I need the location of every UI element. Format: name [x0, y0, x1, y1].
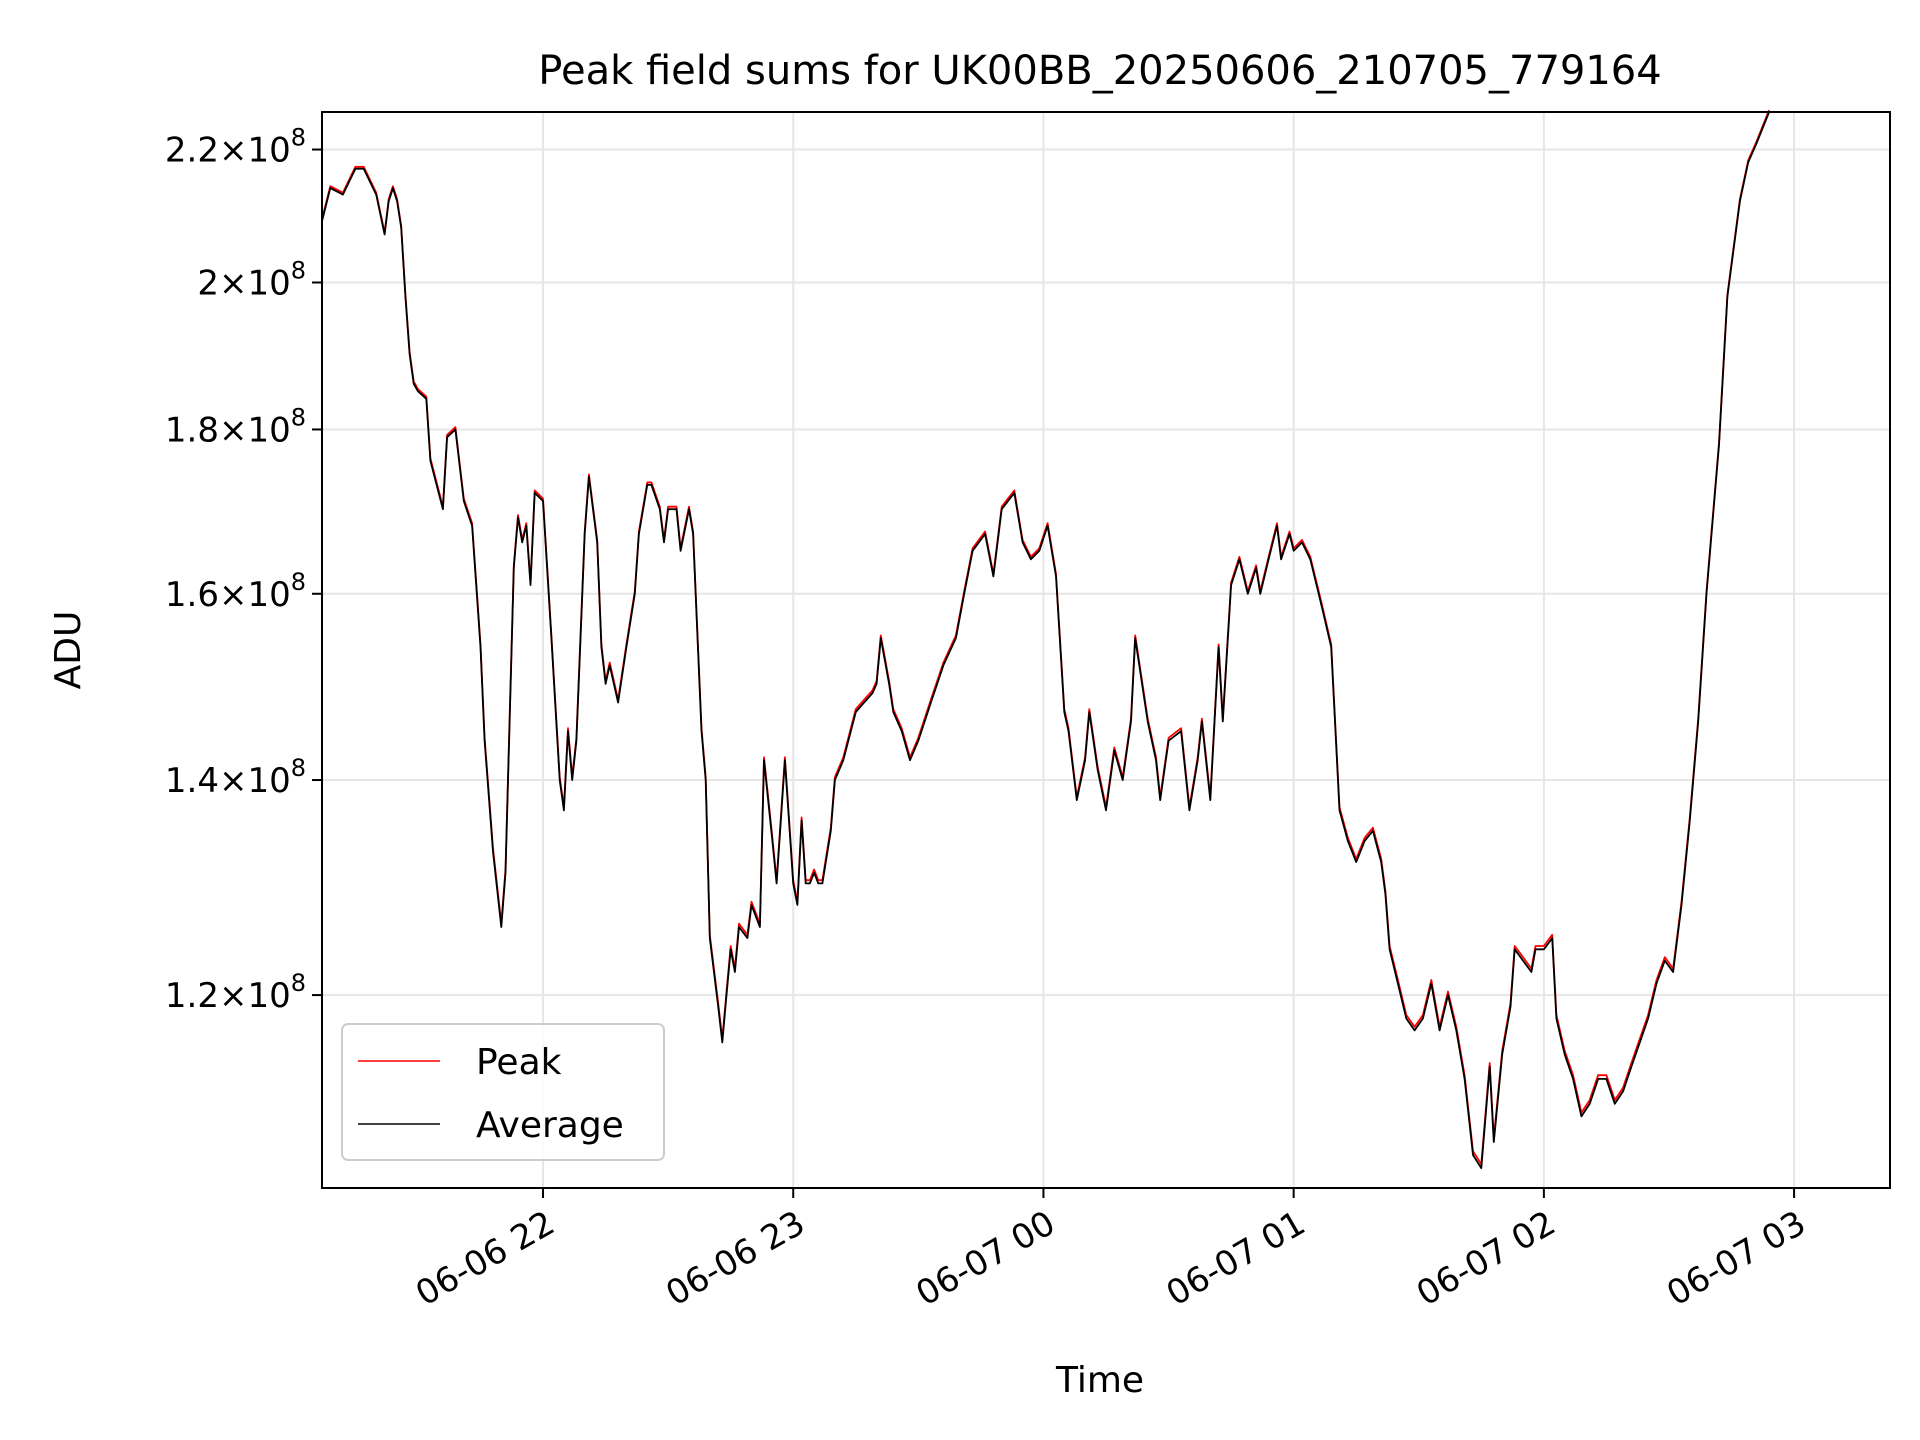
- legend-label-average: Average: [476, 1105, 624, 1146]
- legend-box: [341, 1023, 665, 1161]
- y-tick-base: ×10: [219, 575, 291, 615]
- y-tick-mantissa: 1.6: [165, 575, 219, 615]
- y-tick-base: ×10: [219, 410, 291, 450]
- y-tick-mantissa: 2.2: [165, 131, 219, 171]
- y-tick-label: 1.8×108: [165, 403, 306, 450]
- y-tick-exponent: 8: [291, 969, 306, 997]
- y-tick-mantissa: 1.4: [165, 761, 219, 801]
- legend: Peak Average: [341, 1023, 665, 1161]
- y-tick-base: ×10: [219, 976, 291, 1016]
- y-tick-mantissa: 1.2: [165, 976, 219, 1016]
- y-tick-label: 1.4×108: [165, 754, 306, 801]
- y-tick-label: 1.6×108: [165, 568, 306, 615]
- grid-layer: [322, 112, 1890, 1188]
- y-tick-base: ×10: [219, 761, 291, 801]
- legend-label-peak: Peak: [476, 1042, 562, 1083]
- y-tick-label: 1.2×108: [165, 969, 306, 1016]
- y-tick-base: ×10: [219, 263, 291, 303]
- y-tick-mantissa: 1.8: [165, 410, 219, 450]
- y-tick-exponent: 8: [291, 568, 306, 596]
- y-tick-label: 2×108: [197, 256, 306, 303]
- series-layer: [321, 109, 1770, 1169]
- y-tick-mantissa: 2: [197, 263, 219, 303]
- y-tick-exponent: 8: [291, 403, 306, 431]
- y-tick-exponent: 8: [291, 256, 306, 284]
- y-axis-label: ADU: [48, 611, 89, 690]
- plot-area-frame: [321, 111, 1891, 1189]
- y-tick-label: 2.2×108: [165, 124, 306, 171]
- series-line-average: [321, 111, 1770, 1169]
- y-tick-base: ×10: [219, 131, 291, 171]
- y-tick-exponent: 8: [291, 124, 306, 152]
- y-tick-exponent: 8: [291, 754, 306, 782]
- x-axis-label: Time: [1055, 1360, 1144, 1401]
- chart-title: Peak field sums for UK00BB_20250606_2107…: [538, 48, 1661, 94]
